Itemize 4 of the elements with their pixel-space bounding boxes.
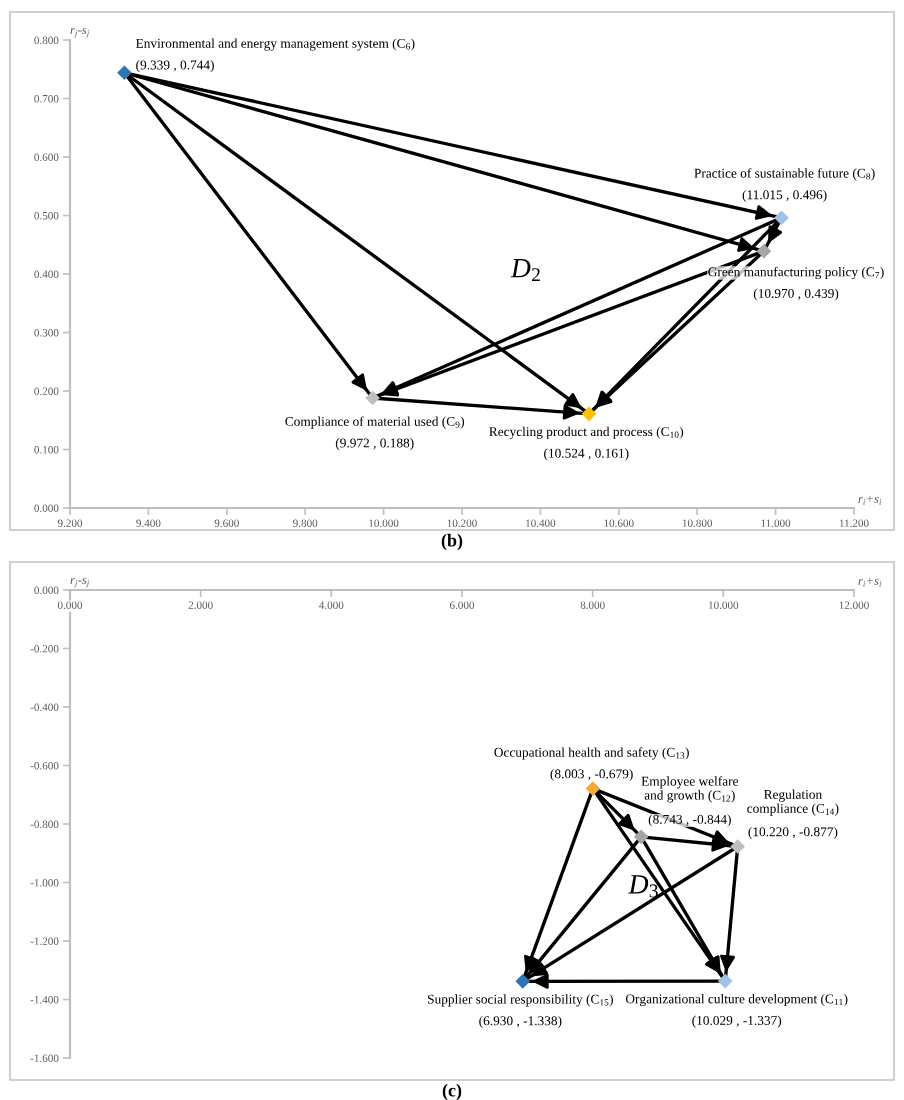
annotation: D$_{2}$ (510, 259, 540, 282)
text: (b) (441, 533, 463, 551)
annotation: D$_{3}$ (628, 875, 658, 898)
text: (c) (442, 1083, 462, 1100)
